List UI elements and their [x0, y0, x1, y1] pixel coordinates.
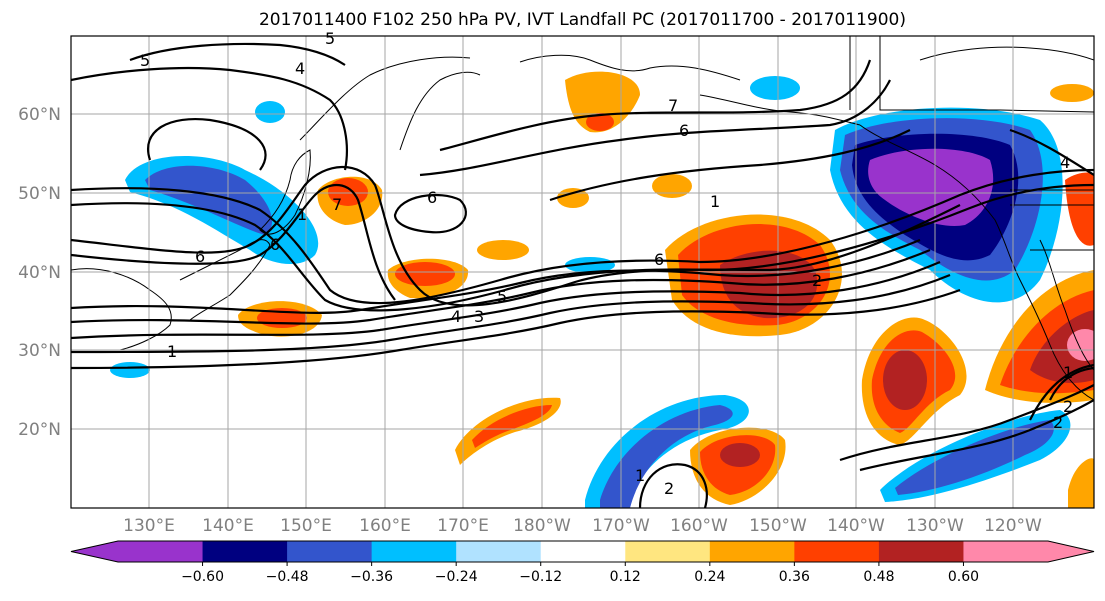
negative-anomaly-core — [868, 148, 994, 226]
colorbar-tick-label: −0.48 — [266, 569, 309, 585]
longitude-labels: 130°E 140°E 150°E 160°E 170°E 180°W 170°… — [123, 516, 1042, 536]
positive-anomaly-small — [652, 174, 692, 198]
colorbar-tick-label: −0.60 — [181, 569, 224, 585]
longitude-label: 160°W — [670, 516, 728, 536]
longitude-label: 130°E — [123, 516, 175, 536]
longitude-label: 170°E — [437, 516, 489, 536]
contour-label: 1 — [635, 466, 645, 485]
colorbar-segment — [625, 541, 711, 562]
contour-lines — [71, 42, 1094, 508]
contour-label: 1 — [297, 205, 307, 224]
colorbar-segment — [963, 541, 1049, 562]
gridlines — [71, 36, 1094, 508]
contour-label: 6 — [654, 250, 664, 269]
contour-label: 4 — [295, 59, 305, 78]
longitude-label: 150°W — [749, 516, 807, 536]
negative-anomaly-small — [750, 76, 800, 100]
contour-label: 6 — [270, 235, 280, 254]
longitude-label: 130°W — [906, 516, 964, 536]
longitude-label: 150°E — [280, 516, 332, 536]
latitude-label: 50°N — [18, 184, 61, 204]
negative-anomaly-mid — [600, 405, 733, 508]
contour-label: 7 — [332, 195, 342, 214]
negative-anomaly-small — [255, 101, 285, 123]
longitude-label: 160°E — [359, 516, 411, 536]
contour-label: 6 — [195, 247, 205, 266]
contour-label: 2 — [812, 271, 822, 290]
contour-label: 2 — [1053, 413, 1063, 432]
contour-label: 2 — [1063, 397, 1073, 416]
contour-label: 5 — [140, 51, 150, 70]
longitude-label: 120°W — [984, 516, 1042, 536]
colorbar-extend-max — [1047, 541, 1094, 562]
positive-anomaly-core — [395, 262, 455, 286]
colorbar-tick-label: 0.12 — [610, 569, 641, 585]
map-title: 2017011400 F102 250 hPa PV, IVT Landfall… — [258, 10, 906, 30]
contour-label: 1 — [1063, 363, 1073, 382]
longitude-label: 170°W — [592, 516, 650, 536]
colorbar: −0.60 −0.48 −0.36 −0.24 −0.12 0.12 0.24 0.36 0.4… — [70, 540, 1095, 585]
negative-anomaly-small — [565, 257, 615, 273]
contour-label: 7 — [668, 96, 678, 115]
colorbar-segment — [118, 541, 204, 562]
positive-anomaly-peak — [1067, 329, 1094, 361]
colorbar-tick-label: 0.60 — [948, 569, 979, 585]
positive-anomaly-core — [883, 350, 927, 410]
colorbar-tick-label: 0.36 — [779, 569, 810, 585]
latitude-label: 30°N — [18, 341, 61, 361]
positive-anomaly-outer — [1065, 172, 1094, 246]
positive-anomaly-core — [720, 443, 760, 467]
colorbar-segment — [794, 541, 880, 562]
latitude-label: 20°N — [18, 420, 61, 440]
latitude-labels: 60°N 50°N 40°N 30°N 20°N — [18, 105, 61, 440]
colorbar-segment — [878, 541, 965, 562]
positive-anomaly-small — [477, 240, 529, 260]
latitude-label: 40°N — [18, 263, 61, 283]
longitude-label: 140°E — [202, 516, 254, 536]
positive-anomaly-outer — [1068, 458, 1094, 508]
colorbar-tick-label: −0.36 — [350, 569, 393, 585]
map-frame — [70, 35, 1095, 509]
contour-label: 6 — [679, 121, 689, 140]
latitude-label: 60°N — [18, 105, 61, 125]
colorbar-segment — [371, 541, 457, 562]
positive-anomaly-core — [1030, 310, 1094, 383]
colorbar-tick-label: −0.12 — [519, 569, 562, 585]
contour-label: 4 — [451, 307, 461, 326]
positive-anomaly-mid — [472, 405, 552, 448]
colorbar-segment — [709, 541, 795, 562]
coastlines — [71, 36, 1094, 401]
colorbar-segment — [540, 541, 626, 562]
colorbar-extend-min — [71, 541, 119, 562]
contour-label: 5 — [325, 29, 335, 48]
colorbar-segment — [202, 541, 288, 562]
contour-label: 1 — [710, 192, 720, 211]
negative-anomaly-small — [110, 362, 150, 378]
colorbar-outline — [70, 540, 1095, 563]
positive-anomaly-core — [586, 113, 614, 131]
contour-label: 4 — [1060, 153, 1070, 172]
contour-label: 3 — [474, 307, 484, 326]
contour-label: 5 — [497, 287, 507, 306]
positive-anomaly-small — [1050, 84, 1094, 102]
contour-label: 2 — [664, 479, 674, 498]
longitude-label: 140°W — [827, 516, 885, 536]
contour-labels: 5 4 5 6 6 1 6 7 6 7 1 4 6 5 4 3 2 1 1 2 … — [140, 29, 1073, 498]
colorbar-segment — [287, 541, 373, 562]
colorbar-tick-label: −0.24 — [435, 569, 478, 585]
contour-label: 1 — [167, 342, 177, 361]
colorbar-tick-label: 0.48 — [863, 569, 894, 585]
longitude-label: 180°W — [513, 516, 571, 536]
contour-label: 6 — [427, 188, 437, 207]
colorbar-segment — [456, 541, 542, 562]
colorbar-tick-label: 0.24 — [694, 569, 725, 585]
